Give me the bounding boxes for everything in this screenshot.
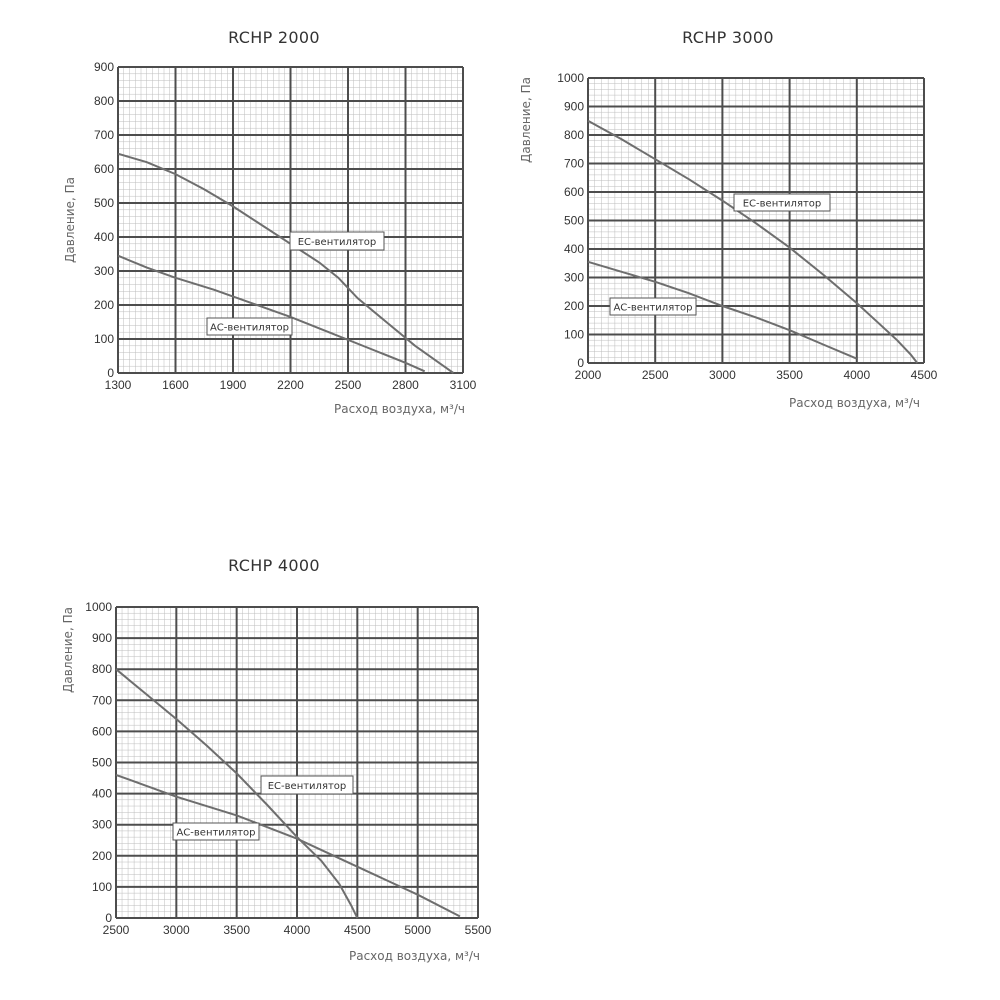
y-tick-label: 400 bbox=[92, 787, 112, 801]
x-tick-label: 2200 bbox=[277, 378, 304, 392]
chart-rchp-2000: 1300 1600 1900 2200 2500 2800 3100 0 100 200 300 40… bbox=[63, 60, 477, 416]
x-tick-label: 4500 bbox=[911, 368, 938, 382]
legend-label: EC-вентилятор bbox=[743, 199, 822, 210]
y-tick-label: 700 bbox=[92, 693, 112, 707]
chart-title: RCHP 4000 bbox=[228, 556, 320, 575]
y-axis-label: Давление, Па bbox=[63, 177, 77, 263]
x-tick-label: 5000 bbox=[404, 923, 431, 937]
y-axis-label: Давление, Па bbox=[61, 607, 75, 693]
y-tick-label: 700 bbox=[94, 128, 114, 142]
y-tick-label: 200 bbox=[564, 299, 584, 313]
y-tick-label: 600 bbox=[564, 185, 584, 199]
y-tick-label: 200 bbox=[92, 849, 112, 863]
y-tick-label: 0 bbox=[105, 911, 112, 925]
y-tick-label: 0 bbox=[107, 366, 114, 380]
x-tick-label: 5500 bbox=[465, 923, 492, 937]
chart-title: RCHP 2000 bbox=[228, 28, 320, 47]
legend-box bbox=[172, 822, 260, 841]
y-tick-label: 400 bbox=[94, 230, 114, 244]
legend-label: EC-вентилятор bbox=[268, 781, 347, 792]
legend-box bbox=[260, 775, 354, 795]
x-tick-label: 2500 bbox=[642, 368, 669, 382]
x-tick-label: 2000 bbox=[575, 368, 602, 382]
y-tick-label: 300 bbox=[564, 271, 584, 285]
y-tick-label: 900 bbox=[564, 100, 584, 114]
series-line-ec bbox=[117, 152, 454, 374]
x-tick-label: 3500 bbox=[776, 368, 803, 382]
y-tick-label: 200 bbox=[94, 298, 114, 312]
y-tick-label: 0 bbox=[577, 356, 584, 370]
x-tick-label: 1600 bbox=[162, 378, 189, 392]
chart-panel-rchp-3000: RCHP 3000 bbox=[500, 0, 1000, 430]
series-line-ec bbox=[587, 119, 919, 364]
legend-box bbox=[289, 231, 385, 251]
legend-label: EC-вентилятор bbox=[298, 237, 377, 248]
y-tick-label: 400 bbox=[564, 242, 584, 256]
y-tick-label: 100 bbox=[94, 332, 114, 346]
y-tick-label: 800 bbox=[564, 128, 584, 142]
chart-rchp-3000: 2000 2500 3000 3500 4000 4500 0 100 200 300 400 500… bbox=[519, 71, 938, 410]
y-tick-label: 300 bbox=[94, 264, 114, 278]
legend-box bbox=[206, 317, 293, 336]
y-tick-label: 100 bbox=[92, 880, 112, 894]
x-tick-label: 1300 bbox=[105, 378, 132, 392]
chart-title: RCHP 3000 bbox=[682, 28, 774, 47]
x-tick-label: 2500 bbox=[335, 378, 362, 392]
series-line-ac bbox=[117, 254, 426, 373]
chart-rchp-4000: 2500 3000 3500 4000 4500 5000 5500 0 100 200 300 40… bbox=[61, 600, 492, 963]
x-axis-label: Расход воздуха, м³/ч bbox=[349, 949, 480, 963]
x-axis-label: Расход воздуха, м³/ч bbox=[789, 396, 920, 410]
x-tick-label: 3000 bbox=[709, 368, 736, 382]
y-tick-label: 500 bbox=[94, 196, 114, 210]
y-tick-label: 900 bbox=[92, 631, 112, 645]
x-tick-label: 1900 bbox=[220, 378, 247, 392]
y-tick-label: 1000 bbox=[557, 71, 584, 85]
y-tick-label: 700 bbox=[564, 157, 584, 171]
series-line-ec bbox=[115, 668, 359, 919]
x-tick-label: 3000 bbox=[163, 923, 190, 937]
legend-box bbox=[733, 193, 831, 212]
y-tick-label: 1000 bbox=[85, 600, 112, 614]
y-tick-label: 300 bbox=[92, 818, 112, 832]
series-line-ac bbox=[115, 773, 461, 918]
legend-label: АС-вентилятор bbox=[210, 323, 289, 334]
legend-box bbox=[609, 297, 697, 316]
chart-panel-rchp-2000: RCHP 2000 bbox=[0, 0, 500, 430]
y-tick-label: 500 bbox=[92, 756, 112, 770]
legend-label: АС-вентилятор bbox=[613, 303, 692, 314]
y-tick-label: 600 bbox=[94, 162, 114, 176]
chart-panel-rchp-4000: RCHP 4000 bbox=[0, 540, 500, 980]
y-tick-label: 800 bbox=[92, 662, 112, 676]
y-tick-label: 500 bbox=[564, 214, 584, 228]
x-tick-label: 3500 bbox=[223, 923, 250, 937]
x-tick-label: 4000 bbox=[284, 923, 311, 937]
series-line-ac bbox=[587, 260, 858, 360]
y-tick-label: 800 bbox=[94, 94, 114, 108]
legend-label: АС-вентилятор bbox=[176, 828, 255, 839]
x-tick-label: 2800 bbox=[392, 378, 419, 392]
x-tick-label: 3100 bbox=[450, 378, 477, 392]
x-tick-label: 2500 bbox=[103, 923, 130, 937]
y-axis-label: Давление, Па bbox=[519, 77, 533, 163]
y-tick-label: 900 bbox=[94, 60, 114, 74]
major-grid bbox=[117, 66, 464, 374]
x-axis-label: Расход воздуха, м³/ч bbox=[334, 402, 465, 416]
x-tick-label: 4500 bbox=[344, 923, 371, 937]
x-tick-label: 4000 bbox=[843, 368, 870, 382]
y-tick-label: 600 bbox=[92, 724, 112, 738]
y-tick-label: 100 bbox=[564, 328, 584, 342]
